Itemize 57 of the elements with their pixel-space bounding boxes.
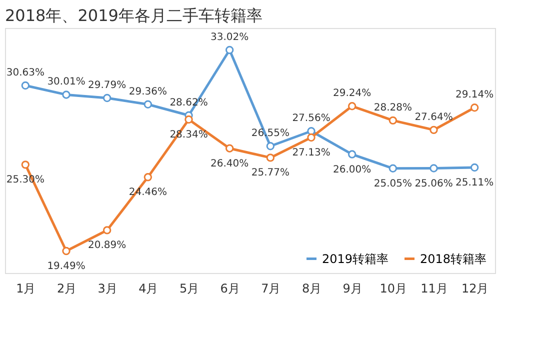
data-label: 29.36%	[128, 86, 167, 98]
x-tick-label: 4月	[138, 282, 158, 296]
data-label: 29.14%	[456, 90, 494, 101]
point	[62, 90, 70, 99]
point	[266, 154, 275, 162]
legend-label: 2018转籍率	[420, 252, 487, 266]
x-tick-label: 6月	[220, 282, 240, 296]
point	[21, 160, 30, 169]
point	[102, 94, 112, 102]
point	[348, 102, 356, 110]
data-label: 25.06%	[414, 178, 453, 190]
x-tick-label: 7月	[261, 282, 281, 296]
chart-title: 2018年、2019年各月二手车转籍率	[5, 6, 262, 25]
point	[184, 115, 193, 124]
point	[307, 133, 316, 142]
point	[348, 150, 356, 158]
data-label: 26.40%	[210, 158, 249, 170]
data-label: 25.77%	[251, 168, 290, 179]
point	[470, 104, 479, 112]
point	[266, 142, 275, 150]
data-label: 27.56%	[292, 113, 330, 124]
point	[144, 100, 152, 108]
data-label: 25.05%	[374, 178, 412, 190]
x-tick-label: 12月	[461, 282, 489, 296]
data-label: 19.49%	[47, 261, 86, 272]
point	[225, 144, 234, 152]
point	[307, 127, 316, 136]
data-label: 26.00%	[333, 164, 372, 176]
data-label: 27.13%	[292, 148, 330, 158]
point	[144, 173, 152, 182]
x-tick-label: 1月	[16, 282, 36, 296]
x-tick-label: 9月	[342, 282, 362, 296]
data-label: 29.79%	[88, 80, 126, 91]
data-label: 30.01%	[47, 76, 86, 88]
x-tick-label: 10月	[380, 282, 408, 296]
point	[430, 164, 438, 172]
data-label: 29.24%	[333, 88, 372, 100]
legend-label: 2019转籍率	[322, 252, 389, 266]
x-tick-label: 2月	[56, 282, 77, 296]
point	[225, 46, 234, 54]
point	[102, 226, 112, 234]
data-label: 30.63%	[6, 68, 44, 79]
data-label: 28.28%	[374, 102, 412, 114]
point	[62, 246, 70, 256]
x-tick-label: 11月	[420, 282, 448, 296]
point	[470, 163, 479, 172]
data-label: 33.02%	[210, 32, 249, 43]
point	[21, 81, 30, 90]
x-tick-label: 5月	[179, 282, 200, 296]
point	[430, 126, 438, 134]
data-label: 27.64%	[414, 112, 453, 123]
point	[388, 164, 398, 172]
point	[388, 116, 398, 125]
x-tick-label: 8月	[302, 282, 322, 296]
data-label: 25.11%	[456, 178, 494, 189]
x-tick-label: 3月	[98, 282, 118, 296]
data-label: 20.89%	[88, 240, 126, 252]
